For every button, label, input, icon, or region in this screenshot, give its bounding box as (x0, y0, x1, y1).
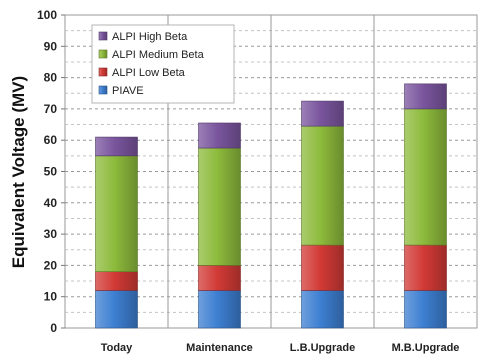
bar-segment-piave (404, 290, 447, 329)
y-tick-label: 90 (44, 39, 58, 53)
y-tick-label: 70 (44, 102, 58, 116)
legend-swatch (98, 49, 108, 59)
axis-layer: 0 10 20 30 40 50 60 70 80 90 100 Today Maintenance L.… (37, 8, 459, 354)
y-tick-label: 60 (44, 133, 58, 147)
legend-swatch (98, 31, 108, 41)
bar-segment-alpi-high-beta (95, 136, 138, 157)
bar-segment-piave (301, 290, 344, 329)
bar-segment-piave (198, 290, 241, 329)
bar-segment-alpi-high-beta (404, 83, 447, 110)
bar-segment-alpi-medium-beta (301, 125, 344, 246)
legend-label: ALPI Medium Beta (112, 49, 205, 61)
legend-label: ALPI Low Beta (112, 67, 186, 79)
y-tick-label: 100 (37, 8, 57, 22)
bar-segment-alpi-low-beta (198, 265, 241, 291)
bars-layer (95, 83, 447, 329)
legend-box (91, 24, 235, 104)
x-tick-label: Maintenance (186, 342, 253, 354)
bar-segment-alpi-low-beta (404, 244, 447, 291)
bar-segment-alpi-high-beta (198, 122, 241, 149)
y-tick-label: 10 (44, 290, 58, 304)
y-tick-label: 20 (44, 258, 58, 272)
bar-segment-alpi-medium-beta (404, 108, 447, 246)
bar-segment-alpi-medium-beta (198, 147, 241, 266)
bar-segment-alpi-high-beta (301, 100, 344, 127)
y-tick-label: 50 (44, 165, 58, 179)
x-tick-label: L.B.Upgrade (290, 342, 355, 354)
x-tick-label: Today (101, 342, 133, 354)
y-tick-label: 80 (44, 71, 58, 85)
bar-segment-alpi-low-beta (95, 271, 138, 291)
y-tick-label: 0 (50, 321, 57, 335)
legend-label: PIAVE (112, 85, 144, 97)
y-tick-label: 40 (44, 196, 58, 210)
y-tick-label: 30 (44, 227, 58, 241)
x-tick-label: M.B.Upgrade (392, 342, 460, 354)
bar-segment-piave (95, 290, 138, 329)
legend-swatch (98, 67, 108, 77)
bar-segment-alpi-medium-beta (95, 155, 138, 272)
legend-label: ALPI High Beta (112, 31, 188, 43)
legend: ALPI High Beta ALPI Medium Beta ALPI Low B… (91, 24, 235, 104)
legend-swatch (98, 85, 108, 95)
y-axis-title: Equivalent Voltage (MV) (9, 76, 28, 268)
bar-segment-alpi-low-beta (301, 244, 344, 291)
